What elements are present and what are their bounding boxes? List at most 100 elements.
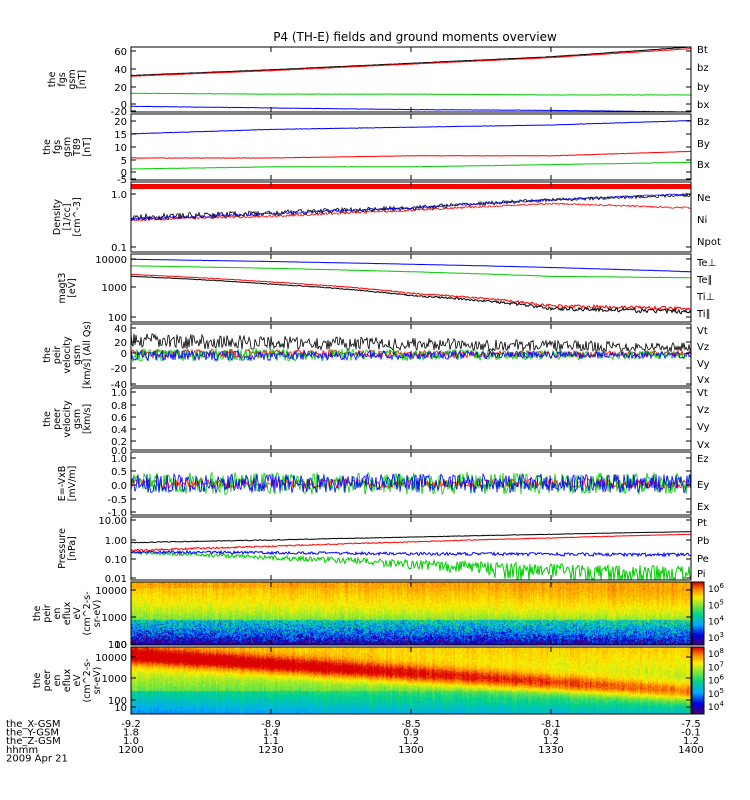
- y-axis-label-line: T89: [72, 138, 83, 157]
- legend-Vz: Vz: [697, 405, 709, 416]
- y-axis-label: Density[1/cc][cm^-3]: [52, 197, 83, 236]
- panel-frame: [130, 387, 692, 451]
- y-tick-label: 1000: [102, 674, 127, 685]
- x-axis-date: 2009 Apr 21: [6, 753, 68, 764]
- colorbar: [692, 582, 704, 645]
- y-axis-label-line: the: [32, 606, 43, 622]
- series-line-Ne: [131, 202, 692, 222]
- chart-title: P4 (TH-E) fields and ground moments over…: [273, 30, 557, 44]
- y-axis-label-line: gsm: [62, 137, 73, 157]
- legend-bx: bx: [697, 100, 709, 111]
- y-axis-label-line: [1/cc]: [62, 203, 73, 230]
- y-axis-label: Pressure[nPa]: [57, 528, 78, 569]
- colorbar-tick-base: 10: [708, 601, 720, 611]
- panel-6: thepeervelocitygsm[km/s]VtVzVyVx1.00.80.…: [42, 387, 710, 457]
- y-axis-label-line: Density: [52, 199, 63, 235]
- colorbar-tick-base: 10: [708, 618, 720, 628]
- y-axis-label-line: eV: [72, 674, 83, 687]
- colorbar-tick-label: 108: [708, 647, 724, 660]
- y-tick-label: -5: [117, 175, 127, 186]
- legend-Bt: Bt: [697, 45, 708, 56]
- y-tick-label: 0.1: [111, 243, 127, 254]
- y-axis-label: thefgsgsm[nT]: [47, 69, 88, 89]
- y-axis-label: thepeerenefluxeV(cm^2-s-sr-eV): [32, 659, 103, 703]
- series-line-Te∥: [131, 275, 692, 315]
- panel-frame: [130, 46, 692, 113]
- panel-10: thepeerenefluxeV(cm^2-s-sr-eV)1081071061…: [32, 646, 724, 715]
- ephemeris-value: 1.8: [123, 728, 139, 739]
- legend-by: by: [697, 82, 709, 93]
- y-axis-label-line: magt3: [57, 273, 68, 304]
- y-axis-label-line: eflux: [62, 601, 73, 625]
- y-axis-label-line: the: [42, 411, 53, 427]
- colorbar-tick-label: 105: [708, 598, 724, 611]
- series-line-Te⊥: [130, 273, 692, 312]
- y-tick-label: 0.5: [111, 467, 127, 478]
- legend-Pt: Pt: [697, 518, 707, 529]
- ephemeris-row-label: the_Z-GSM: [6, 736, 61, 747]
- ephemeris-value: 1200: [118, 745, 143, 756]
- ephemeris-value: -7.5: [681, 719, 701, 730]
- y-tick-label: 20: [114, 117, 127, 128]
- legend-Pb: Pb: [697, 536, 709, 547]
- panel-3: Density[1/cc][cm^-3] Ne Ni Npot 1.0 0.1: [52, 181, 721, 254]
- y-tick-label: 20: [114, 83, 127, 94]
- y-axis-label-line: velocity: [62, 400, 73, 438]
- y-tick-label: 1.0: [111, 454, 127, 465]
- colorbar-tick-exp: 6: [719, 582, 724, 590]
- y-tick-label: 1.0: [111, 388, 127, 399]
- y-axis-label-line: [km/s] (All Qs): [82, 321, 93, 389]
- legend-Vt: Vt: [697, 326, 708, 337]
- legend-Npot: Npot: [697, 237, 721, 248]
- y-axis-label-line: en: [52, 675, 63, 687]
- ephemeris-value: 1.1: [263, 736, 279, 747]
- panel-7: E=-VxB[mV/m] Ez Ey Ex 1.0 0.5 0.0 -0.5 -1.0: [57, 451, 709, 519]
- y-axis-label-line: the: [47, 72, 58, 88]
- legend-Bx: Bx: [697, 160, 710, 171]
- y-axis-label-line: the: [42, 139, 53, 155]
- y-tick-label: 0.0: [111, 481, 127, 492]
- y-tick-label: 20: [114, 338, 127, 349]
- ephemeris-value: 1.0: [123, 736, 139, 747]
- y-axis-label-line: [mV/m]: [67, 466, 78, 502]
- series-line-by: [130, 92, 692, 96]
- legend-Vx: Vx: [697, 440, 710, 451]
- legend-Vy: Vy: [697, 359, 710, 370]
- ephemeris-value: 0.9: [403, 728, 419, 739]
- ephemeris-row-label: hhmm: [6, 745, 38, 756]
- y-tick-label: 100: [108, 640, 127, 651]
- colorbar-tick-base: 10: [708, 677, 720, 687]
- ephemeris-value: 1230: [258, 745, 283, 756]
- colorbar-tick-label: 103: [708, 631, 724, 644]
- y-axis-label-line: peir: [42, 604, 53, 623]
- series-line-Vx: [130, 349, 692, 362]
- colorbar-tick-base: 10: [708, 634, 720, 644]
- colorbar-tick-exp: 4: [719, 700, 724, 708]
- colorbar-tick-label: 104: [708, 615, 724, 628]
- spectrogram-image: [131, 647, 691, 714]
- colorbar-tick-base: 10: [708, 585, 720, 595]
- y-tick-label: 10: [114, 143, 127, 154]
- y-tick-label: 0: [121, 100, 127, 111]
- y-axis-label-line: [eV]: [67, 278, 78, 298]
- panel-2: thefgsgsmT89[nT] Bz By Bx 20 15 10 50-5: [42, 113, 710, 186]
- legend-Vz: Vz: [697, 342, 709, 353]
- y-tick-label: 0.2: [111, 437, 127, 448]
- y-axis-label: thepeervelocitygsm[km/s]: [42, 400, 93, 438]
- colorbar-tick-exp: 8: [719, 647, 723, 655]
- ephemeris-row-label: the_Y-GSM: [6, 728, 59, 739]
- colorbar-tick-base: 10: [708, 690, 720, 700]
- colorbar-tick-base: 10: [708, 650, 720, 660]
- y-tick-label: 100: [108, 313, 127, 324]
- panel-9: thepeirenefluxeV(cm^2-s-sr-eV)1061051041…: [32, 581, 724, 651]
- y-axis-label-line: the: [32, 673, 43, 689]
- y-tick-label: -0.5: [107, 495, 127, 506]
- ephemeris-value: 1.4: [263, 728, 279, 739]
- y-tick-label: 100: [108, 696, 127, 707]
- colorbar-tick-label: 106: [708, 582, 724, 595]
- colorbar-frame: [691, 581, 705, 646]
- y-tick-label: 0.4: [111, 425, 127, 436]
- y-axis-label: E=-VxB[mV/m]: [57, 466, 78, 502]
- y-tick-label: 0.6: [111, 413, 127, 424]
- y-axis-label: thepeirenefluxeV(cm^2-s-sr-eV): [32, 592, 103, 636]
